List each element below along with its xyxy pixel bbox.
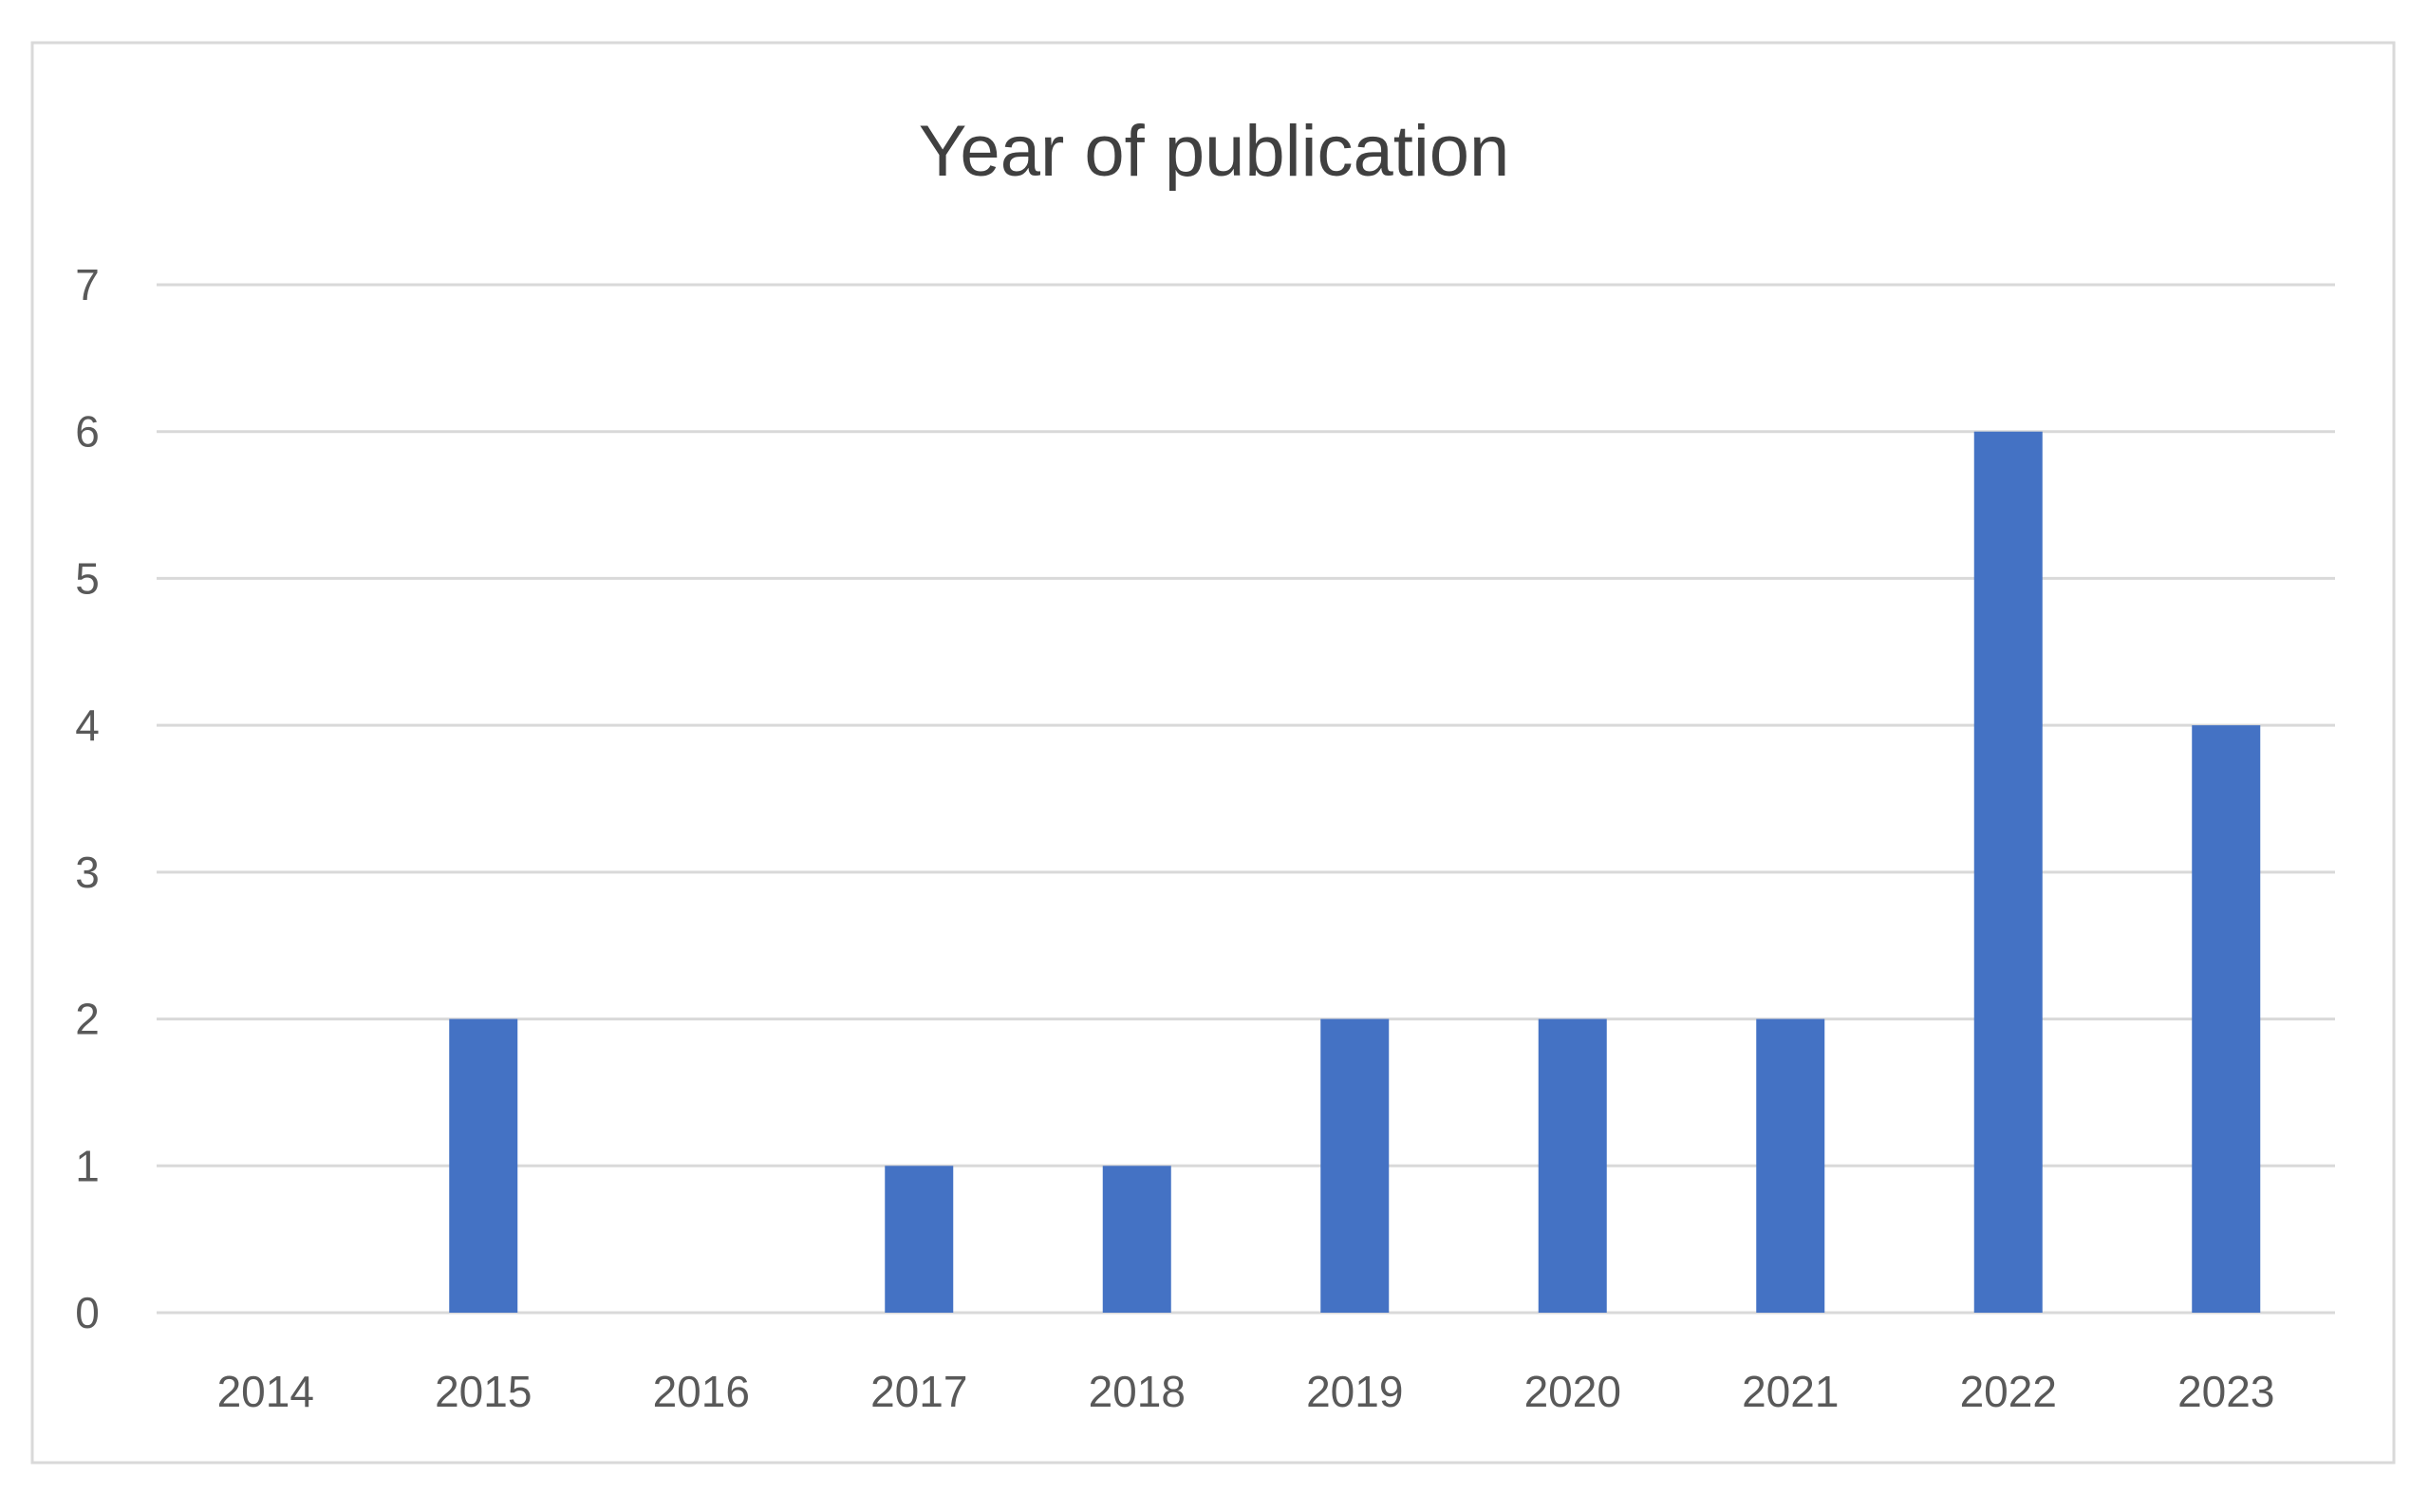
x-tick-label: 2022	[1960, 1367, 2057, 1416]
bar-2017	[885, 1166, 954, 1313]
x-axis-ticks: 2014 2015 2016 2017 2018 2019 2020 2021 2022 2023	[217, 1367, 2275, 1416]
x-tick-label: 2023	[2177, 1367, 2274, 1416]
bar-2022	[1973, 431, 2043, 1313]
y-tick-label: 3	[75, 848, 100, 897]
bar-2021	[1756, 1018, 1825, 1313]
bar-2019	[1320, 1018, 1390, 1313]
y-tick-label: 0	[75, 1288, 100, 1337]
x-tick-label: 2019	[1306, 1367, 1403, 1416]
x-tick-label: 2021	[1742, 1367, 1839, 1416]
y-tick-label: 5	[75, 553, 100, 603]
y-tick-label: 7	[75, 260, 100, 309]
bar-2020	[1538, 1018, 1607, 1313]
chart-title: Year of publication	[919, 111, 1510, 192]
y-tick-label: 6	[75, 407, 100, 457]
x-tick-label: 2016	[653, 1367, 750, 1416]
x-tick-label: 2015	[435, 1367, 532, 1416]
bar-2018	[1102, 1166, 1171, 1313]
x-tick-label: 2018	[1089, 1367, 1186, 1416]
bar-2015	[449, 1018, 518, 1313]
bars	[449, 431, 2261, 1313]
y-axis-ticks: 0 1 2 3 4 5 6 7	[75, 260, 100, 1337]
y-tick-label: 1	[75, 1141, 100, 1190]
x-tick-label: 2017	[870, 1367, 967, 1416]
bar-2023	[2192, 725, 2261, 1313]
y-tick-label: 4	[75, 700, 100, 750]
x-tick-label: 2020	[1524, 1367, 1621, 1416]
gridlines	[157, 283, 2335, 1315]
x-tick-label: 2014	[217, 1367, 314, 1416]
y-tick-label: 2	[75, 995, 100, 1044]
